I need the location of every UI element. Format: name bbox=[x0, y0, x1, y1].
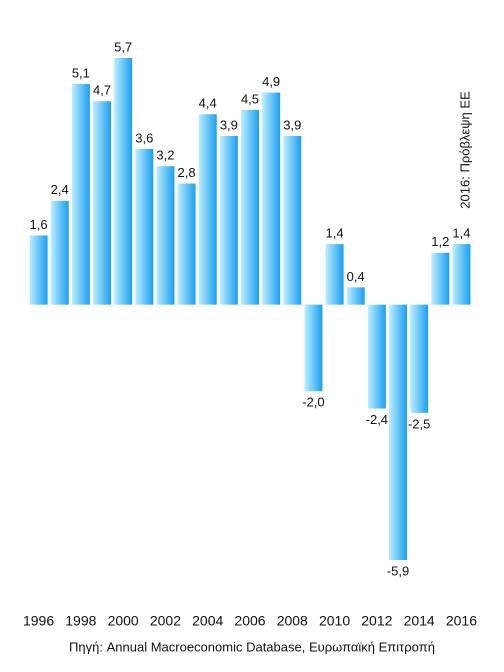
bar bbox=[156, 166, 175, 305]
x-tick-label: 2004 bbox=[192, 613, 223, 629]
x-tick-label: 1998 bbox=[65, 613, 96, 629]
x-tick-label: 2012 bbox=[361, 613, 392, 629]
value-label: 3,9 bbox=[283, 117, 301, 132]
bar bbox=[410, 304, 429, 413]
value-label: 4,4 bbox=[199, 96, 217, 111]
bar bbox=[325, 244, 344, 305]
value-label: 4,7 bbox=[93, 83, 111, 98]
bar bbox=[50, 200, 69, 305]
source: Πηγή: Annual Macroeconomic Database, Ευρ… bbox=[69, 639, 435, 654]
value-label: 1,4 bbox=[326, 226, 344, 241]
value-label: 4,5 bbox=[241, 91, 259, 106]
bar bbox=[71, 83, 90, 305]
value-label: 3,2 bbox=[156, 148, 174, 163]
value-label: 0,4 bbox=[347, 269, 365, 284]
bar bbox=[389, 304, 407, 560]
x-tick-label: 2010 bbox=[319, 613, 350, 629]
value-label: -2,4 bbox=[366, 412, 388, 427]
x-tick-label: 1996 bbox=[23, 613, 54, 629]
x-tick-label: 2016 bbox=[446, 613, 477, 629]
bar bbox=[241, 109, 259, 305]
bar bbox=[177, 183, 196, 305]
value-label: 2,8 bbox=[178, 165, 196, 180]
annotation: 2016: Πρόβλεψη ΕΕ bbox=[457, 91, 472, 209]
value-label: -2,5 bbox=[408, 416, 430, 431]
value-label: 1,6 bbox=[30, 217, 48, 232]
value-label: 3,9 bbox=[220, 117, 238, 132]
value-label: 2,4 bbox=[51, 182, 69, 197]
value-label: 1,4 bbox=[452, 226, 470, 241]
x-tick-label: 2000 bbox=[108, 613, 139, 629]
value-label: -5,9 bbox=[387, 563, 409, 578]
bar bbox=[29, 235, 48, 305]
bar bbox=[367, 304, 386, 409]
bar bbox=[114, 58, 133, 305]
bar bbox=[304, 304, 323, 392]
bar bbox=[93, 101, 111, 305]
value-label: 1,2 bbox=[431, 234, 449, 249]
bar bbox=[431, 252, 450, 305]
x-tick-label: 2014 bbox=[404, 613, 435, 629]
bar bbox=[198, 114, 217, 305]
x-tick-label: 2006 bbox=[234, 613, 265, 629]
bar bbox=[452, 244, 471, 305]
bar bbox=[219, 135, 238, 305]
value-label: 5,1 bbox=[72, 65, 90, 80]
value-label: 5,7 bbox=[114, 39, 132, 54]
bar bbox=[135, 148, 154, 305]
value-label: -2,0 bbox=[302, 395, 324, 410]
x-tick-label: 2008 bbox=[277, 613, 308, 629]
value-label: 3,6 bbox=[135, 130, 153, 145]
value-label: 4,9 bbox=[262, 74, 280, 89]
x-tick-label: 2002 bbox=[150, 613, 181, 629]
bar bbox=[283, 135, 302, 305]
bar bbox=[346, 287, 365, 305]
bar bbox=[262, 92, 281, 305]
